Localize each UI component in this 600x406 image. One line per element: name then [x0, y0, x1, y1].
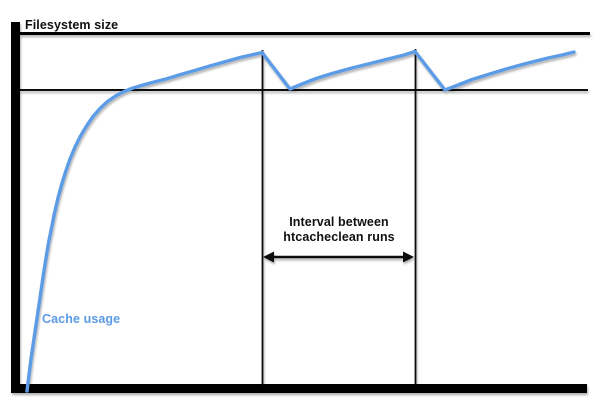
y-axis: [11, 22, 20, 393]
interval-label: Interval between htcacheclean runs: [283, 215, 395, 244]
x-axis: [11, 384, 587, 393]
cache-usage-label: Cache usage: [42, 312, 121, 326]
interval-arrow-left-head: [263, 251, 274, 263]
interval-arrow-right-head: [403, 251, 414, 263]
cache-usage-curve: [25, 49, 576, 393]
filesystem-size-label: Filesystem size: [25, 18, 119, 32]
